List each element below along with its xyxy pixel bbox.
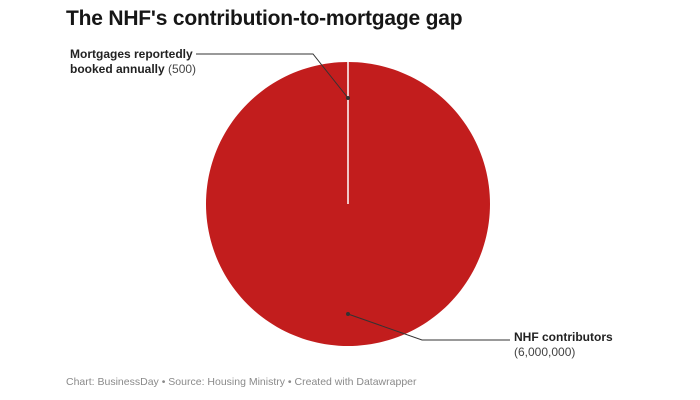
slice-label-nhf-contributors-line1: NHF contributors bbox=[514, 330, 613, 344]
slice-value-nhf-contributors: (6,000,000) bbox=[514, 345, 576, 359]
pie-leader-lines bbox=[196, 53, 510, 341]
slice-label-mortgages-line2: booked annually bbox=[70, 62, 165, 76]
slice-label-mortgages: Mortgages reportedly booked annually (50… bbox=[70, 47, 196, 77]
leader-line-mortgages bbox=[196, 53, 349, 99]
pie-slices bbox=[205, 61, 490, 347]
slice-value-mortgages: (500) bbox=[168, 62, 197, 76]
slice-label-nhf-contributors: NHF contributors (6,000,000) bbox=[514, 330, 613, 360]
chart-title: The NHF's contribution-to-mortgage gap bbox=[66, 7, 463, 30]
pie-slice-nhf-contributors bbox=[205, 61, 490, 347]
leader-dot-mortgages bbox=[346, 96, 350, 100]
chart-footer-credits: Chart: BusinessDay • Source: Housing Min… bbox=[66, 376, 417, 388]
leader-dot-nhf-contributors bbox=[346, 312, 350, 316]
slice-label-mortgages-line1: Mortgages reportedly bbox=[70, 47, 193, 61]
leader-line-nhf-contributors bbox=[347, 313, 510, 341]
